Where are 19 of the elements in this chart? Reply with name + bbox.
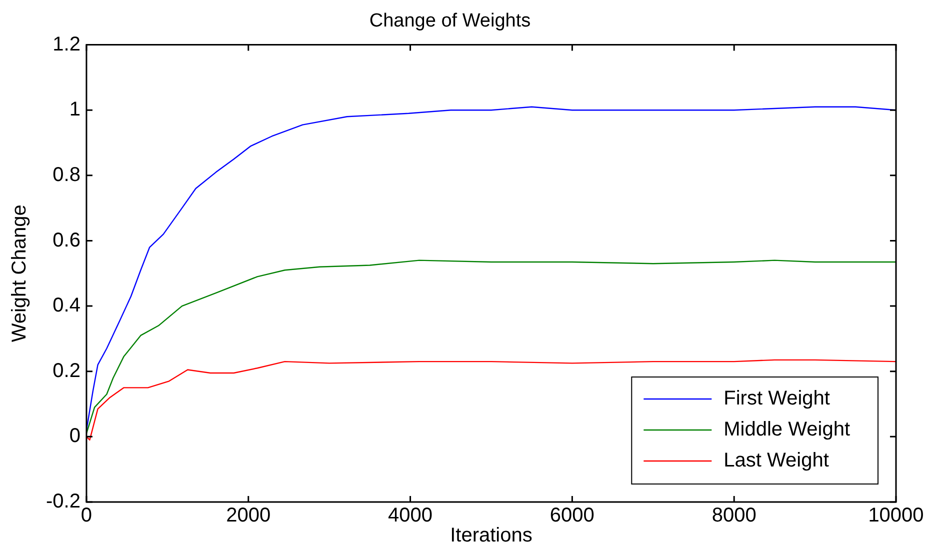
chart-title: Change of Weights	[369, 10, 531, 32]
y-tick-label: 0.8	[52, 164, 80, 186]
y-tick-label: 1	[69, 98, 80, 121]
y-tick-label: 0.2	[52, 360, 80, 382]
y-tick-label: 1.2	[52, 33, 80, 56]
x-tick-label: 2000	[226, 504, 271, 527]
legend-label: First Weight	[724, 388, 830, 410]
x-tick-label: 6000	[550, 504, 594, 527]
y-axis-title: Weight Change	[8, 204, 31, 342]
y-tick-label: -0.2	[46, 490, 80, 513]
x-tick-label: 8000	[712, 504, 756, 527]
x-tick-label: 10000	[868, 504, 924, 527]
y-tick-label: 0.4	[52, 294, 80, 317]
y-tick-label: 0.6	[52, 229, 80, 252]
x-axis-title: Iterations	[450, 524, 532, 547]
y-tick-label: 0	[69, 425, 80, 448]
legend-label: Middle Weight	[724, 418, 850, 441]
x-tick-label: 4000	[388, 504, 433, 527]
legend-label: Last Weight	[724, 450, 830, 472]
